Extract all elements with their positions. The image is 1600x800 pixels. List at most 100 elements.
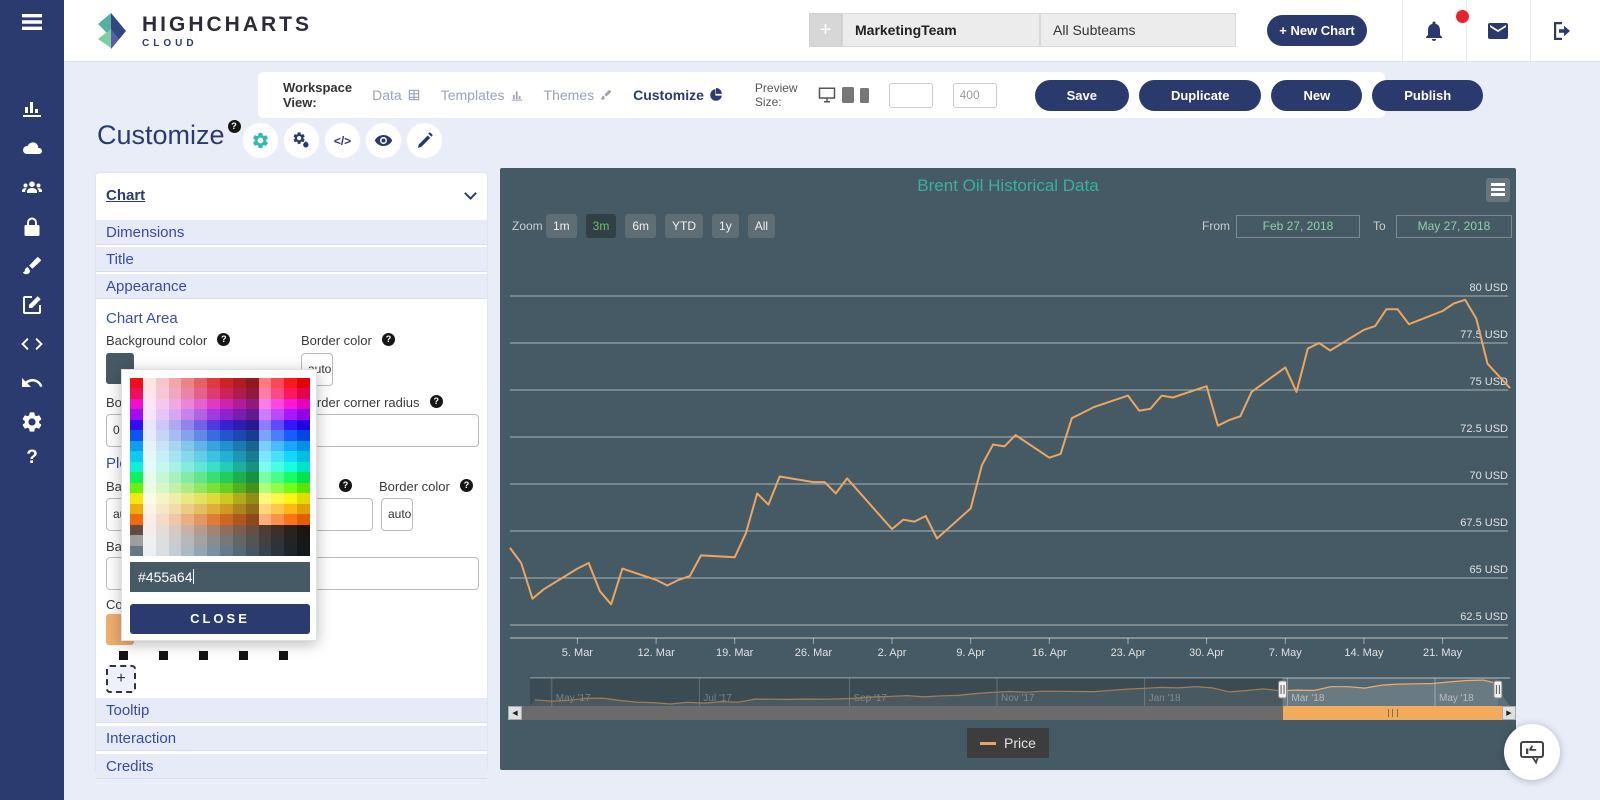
range-button-6m[interactable]: 6m — [625, 214, 657, 238]
palette-swatch[interactable] — [142, 545, 156, 556]
palette-swatch[interactable] — [271, 451, 285, 462]
palette-swatch[interactable] — [219, 482, 233, 494]
palette-swatch[interactable] — [271, 503, 285, 515]
palette-swatch[interactable] — [284, 524, 298, 536]
gears-icon[interactable] — [284, 123, 319, 158]
palette-swatch[interactable] — [219, 409, 233, 420]
preview-width-input[interactable] — [888, 82, 933, 108]
palette-swatch[interactable] — [207, 398, 220, 410]
panel-section-tooltip[interactable]: Tooltip — [96, 697, 487, 723]
palette-swatch[interactable] — [219, 493, 233, 504]
palette-swatch[interactable] — [130, 472, 143, 483]
palette-swatch[interactable] — [297, 514, 310, 525]
palette-swatch[interactable] — [155, 535, 169, 546]
palette-swatch[interactable] — [258, 503, 272, 515]
palette-swatch[interactable] — [207, 503, 220, 515]
palette-swatch[interactable] — [219, 503, 233, 515]
palette-swatch[interactable] — [297, 472, 310, 483]
palette-swatch[interactable] — [271, 535, 285, 546]
palette-swatch[interactable] — [130, 545, 143, 556]
close-button[interactable]: CLOSE — [130, 604, 310, 634]
palette-swatch[interactable] — [194, 503, 208, 515]
help-icon[interactable]: ? — [339, 479, 352, 492]
palette-swatch[interactable] — [130, 451, 143, 462]
palette-swatch[interactable] — [155, 419, 169, 431]
bell-icon[interactable] — [1422, 19, 1446, 43]
palette-swatch[interactable] — [155, 482, 169, 494]
palette-swatch[interactable] — [271, 493, 285, 504]
palette-swatch[interactable] — [232, 535, 246, 546]
gear-icon[interactable] — [20, 410, 44, 434]
palette-swatch[interactable] — [232, 378, 246, 389]
palette-swatch[interactable] — [181, 545, 195, 556]
publish-button[interactable]: Publish — [1372, 79, 1484, 111]
color-list-marker[interactable] — [119, 651, 128, 660]
palette-swatch[interactable] — [284, 461, 298, 473]
palette-swatch[interactable] — [297, 440, 310, 452]
palette-swatch[interactable] — [181, 535, 195, 546]
palette-swatch[interactable] — [207, 535, 220, 546]
palette-swatch[interactable] — [142, 440, 156, 452]
palette-swatch[interactable] — [219, 461, 233, 473]
palette-swatch[interactable] — [194, 535, 208, 546]
pen-icon[interactable] — [407, 123, 442, 158]
palette-swatch[interactable] — [194, 451, 208, 462]
palette-swatch[interactable] — [271, 524, 285, 536]
palette-swatch[interactable] — [271, 419, 285, 431]
palette-swatch[interactable] — [168, 419, 182, 431]
palette-swatch[interactable] — [271, 514, 285, 525]
palette-swatch[interactable] — [181, 409, 195, 420]
palette-swatch[interactable] — [155, 461, 169, 473]
highcharts-cloud-logo[interactable]: HIGHCHARTS CLOUD — [94, 10, 312, 52]
help-icon[interactable]: ? — [382, 333, 396, 346]
palette-swatch[interactable] — [142, 524, 156, 536]
palette-swatch[interactable] — [142, 472, 156, 483]
feedback-button[interactable] — [1504, 724, 1560, 780]
palette-swatch[interactable] — [258, 482, 272, 494]
palette-swatch[interactable] — [130, 430, 143, 441]
navigator-handle[interactable] — [1493, 680, 1503, 699]
palette-swatch[interactable] — [130, 440, 143, 452]
palette-swatch[interactable] — [232, 409, 246, 420]
palette-swatch[interactable] — [181, 514, 195, 525]
palette-swatch[interactable] — [284, 493, 298, 504]
palette-swatch[interactable] — [142, 535, 156, 546]
panel-section-title[interactable]: Title — [96, 246, 487, 272]
palette-swatch[interactable] — [284, 409, 298, 420]
palette-swatch[interactable] — [207, 451, 220, 462]
undo-icon[interactable] — [20, 371, 44, 395]
palette-swatch[interactable] — [271, 430, 285, 441]
tablet-icon[interactable] — [841, 87, 854, 103]
palette-swatch[interactable] — [245, 461, 259, 473]
palette-swatch[interactable] — [168, 524, 182, 536]
palette-swatch[interactable] — [219, 398, 233, 410]
palette-swatch[interactable] — [155, 524, 169, 536]
palette-swatch[interactable] — [219, 524, 233, 536]
palette-swatch[interactable] — [297, 503, 310, 515]
help-icon[interactable]: ? — [227, 120, 241, 133]
palette-swatch[interactable] — [232, 388, 246, 399]
palette-swatch[interactable] — [271, 398, 285, 410]
tab-data[interactable]: Data — [372, 87, 421, 103]
palette-swatch[interactable] — [297, 430, 310, 441]
palette-swatch[interactable] — [258, 419, 272, 431]
palette-swatch[interactable] — [142, 482, 156, 494]
range-button-ytd[interactable]: YTD — [665, 214, 704, 238]
envelope-icon[interactable] — [1486, 19, 1510, 43]
palette-swatch[interactable] — [258, 440, 272, 452]
palette-swatch[interactable] — [130, 524, 143, 536]
sign-out-icon[interactable] — [1550, 19, 1574, 43]
palette-swatch[interactable] — [181, 461, 195, 473]
palette-swatch[interactable] — [271, 378, 285, 389]
palette-swatch[interactable] — [194, 378, 208, 389]
palette-swatch[interactable] — [168, 472, 182, 483]
palette-swatch[interactable] — [284, 451, 298, 462]
palette-swatch[interactable] — [232, 451, 246, 462]
palette-swatch[interactable] — [232, 472, 246, 483]
palette-swatch[interactable] — [258, 409, 272, 420]
palette-swatch[interactable] — [142, 398, 156, 410]
panel-section-interaction[interactable]: Interaction — [96, 725, 487, 751]
palette-swatch[interactable] — [181, 388, 195, 399]
duplicate-button[interactable]: Duplicate — [1138, 79, 1262, 111]
palette-swatch[interactable] — [232, 419, 246, 431]
